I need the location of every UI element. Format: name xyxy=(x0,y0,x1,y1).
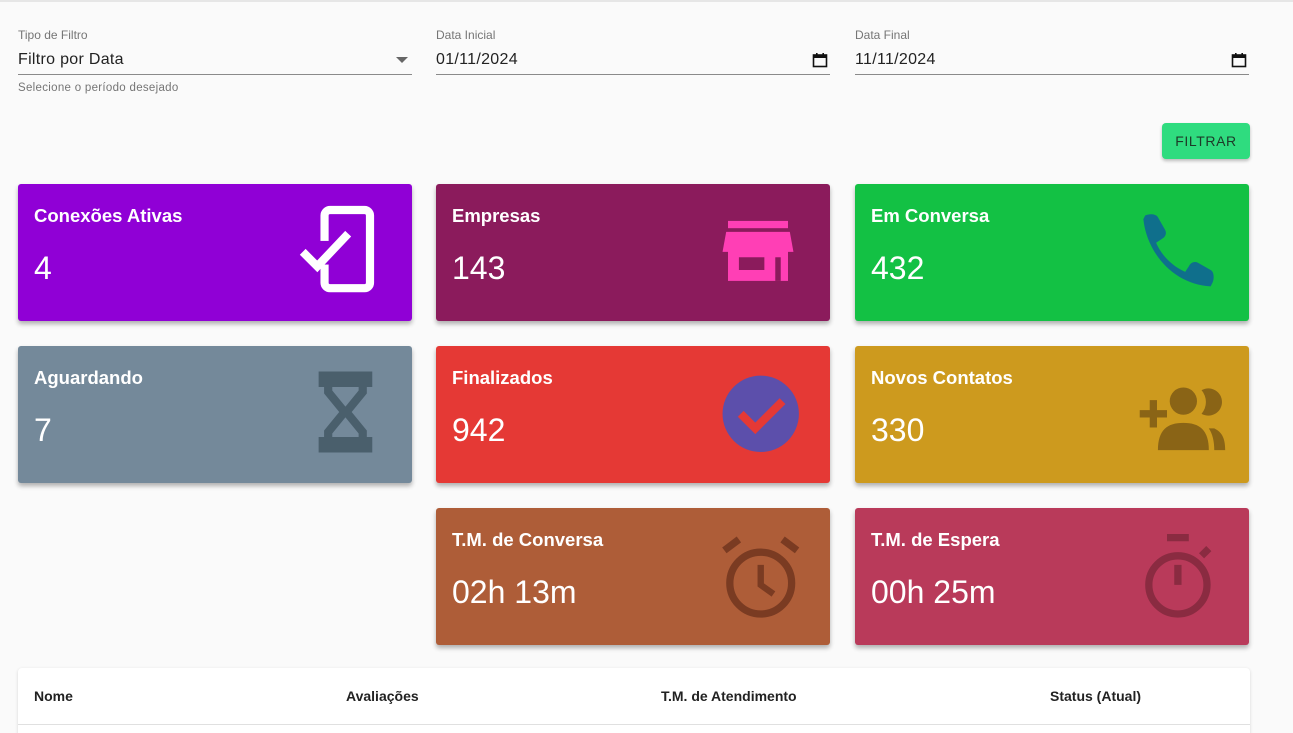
field-helper: Selecione o período desejado xyxy=(18,82,179,94)
card-value: 02h 13m xyxy=(452,574,577,610)
field-underline xyxy=(855,74,1249,75)
field-value[interactable]: Filtro por Data xyxy=(18,51,124,68)
card-value: 432 xyxy=(871,250,925,286)
stat-card: Finalizados 942 xyxy=(436,346,830,483)
card-title: Conexões Ativas xyxy=(34,205,183,226)
card-icon xyxy=(318,371,373,453)
field-value[interactable]: 11/11/2024 xyxy=(855,51,936,68)
table-divider xyxy=(18,724,1250,725)
card-value: 00h 25m xyxy=(871,574,996,610)
calendar-icon[interactable] xyxy=(812,52,828,68)
stat-card: T.M. de Espera 00h 25m xyxy=(855,508,1249,645)
table-header: Nome xyxy=(34,688,73,704)
card-title: Empresas xyxy=(452,205,541,226)
card-icon xyxy=(722,536,800,618)
card-icon xyxy=(722,220,794,281)
table: Nome Avaliações T.M. de Atendimento Stat… xyxy=(18,668,1250,733)
calendar-icon[interactable] xyxy=(1231,52,1247,68)
stat-card: T.M. de Conversa 02h 13m xyxy=(436,508,830,645)
field-underline xyxy=(436,74,830,75)
card-title: T.M. de Espera xyxy=(871,529,1000,550)
card-value: 143 xyxy=(452,250,506,286)
card-icon xyxy=(1139,387,1226,451)
table-header: T.M. de Atendimento xyxy=(661,688,797,704)
card-title: T.M. de Conversa xyxy=(452,529,604,550)
card-title: Aguardando xyxy=(34,367,143,388)
card-value: 330 xyxy=(871,412,925,448)
stat-card: Novos Contatos 330 xyxy=(855,346,1249,483)
card-icon xyxy=(1145,534,1212,618)
card-value: 7 xyxy=(34,412,52,448)
field-label: Data Final xyxy=(855,28,910,42)
card-value: 4 xyxy=(34,250,52,286)
card-icon xyxy=(299,205,375,293)
table-header: Status (Atual) xyxy=(1050,688,1141,704)
filter-button[interactable]: FILTRAR xyxy=(1162,123,1250,159)
stat-card: Empresas 143 xyxy=(436,184,830,321)
stat-card: Aguardando 7 xyxy=(18,346,412,483)
field-value[interactable]: 01/11/2024 xyxy=(436,51,518,68)
field-underline xyxy=(18,74,412,75)
dropdown-arrow[interactable] xyxy=(396,56,408,64)
card-title: Novos Contatos xyxy=(871,367,1013,388)
card-icon xyxy=(1143,214,1214,287)
stat-card: Conexões Ativas 4 xyxy=(18,184,412,321)
card-value: 942 xyxy=(452,412,506,448)
field-label: Tipo de Filtro xyxy=(18,28,88,42)
card-icon xyxy=(722,375,799,452)
stat-card: Em Conversa 432 xyxy=(855,184,1249,321)
table-header: Avaliações xyxy=(346,688,419,704)
field-label: Data Inicial xyxy=(436,28,496,42)
card-title: Finalizados xyxy=(452,367,553,388)
card-title: Em Conversa xyxy=(871,205,990,226)
